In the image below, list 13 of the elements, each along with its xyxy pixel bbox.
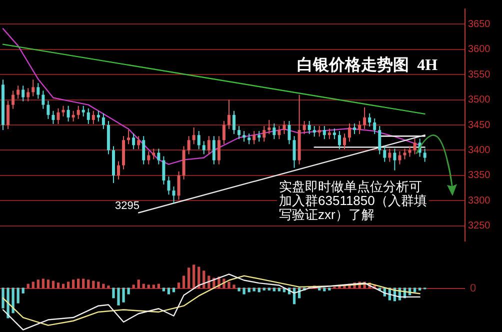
y-tick-label: 3350 — [468, 170, 491, 182]
y-tick-label: 3250 — [468, 220, 491, 232]
y-tick-label: 3550 — [468, 69, 491, 80]
text: 白银价格走势图 4H — [297, 56, 438, 74]
annotation: 3295 — [115, 200, 140, 212]
annotation: 实盘即时做单点位分析可加入群63511850（入群填写验证zxr）了解 — [279, 179, 427, 222]
y-tick-label: 3400 — [468, 144, 491, 156]
y-tick-label: 3600 — [468, 44, 491, 56]
y-tick-label: 3500 — [468, 94, 491, 106]
y-tick-label: 3300 — [468, 195, 491, 206]
y-tick-label: 3450 — [468, 120, 491, 131]
y-tick-label: 3650 — [468, 18, 491, 30]
ref-line-label: 0 — [470, 282, 476, 295]
